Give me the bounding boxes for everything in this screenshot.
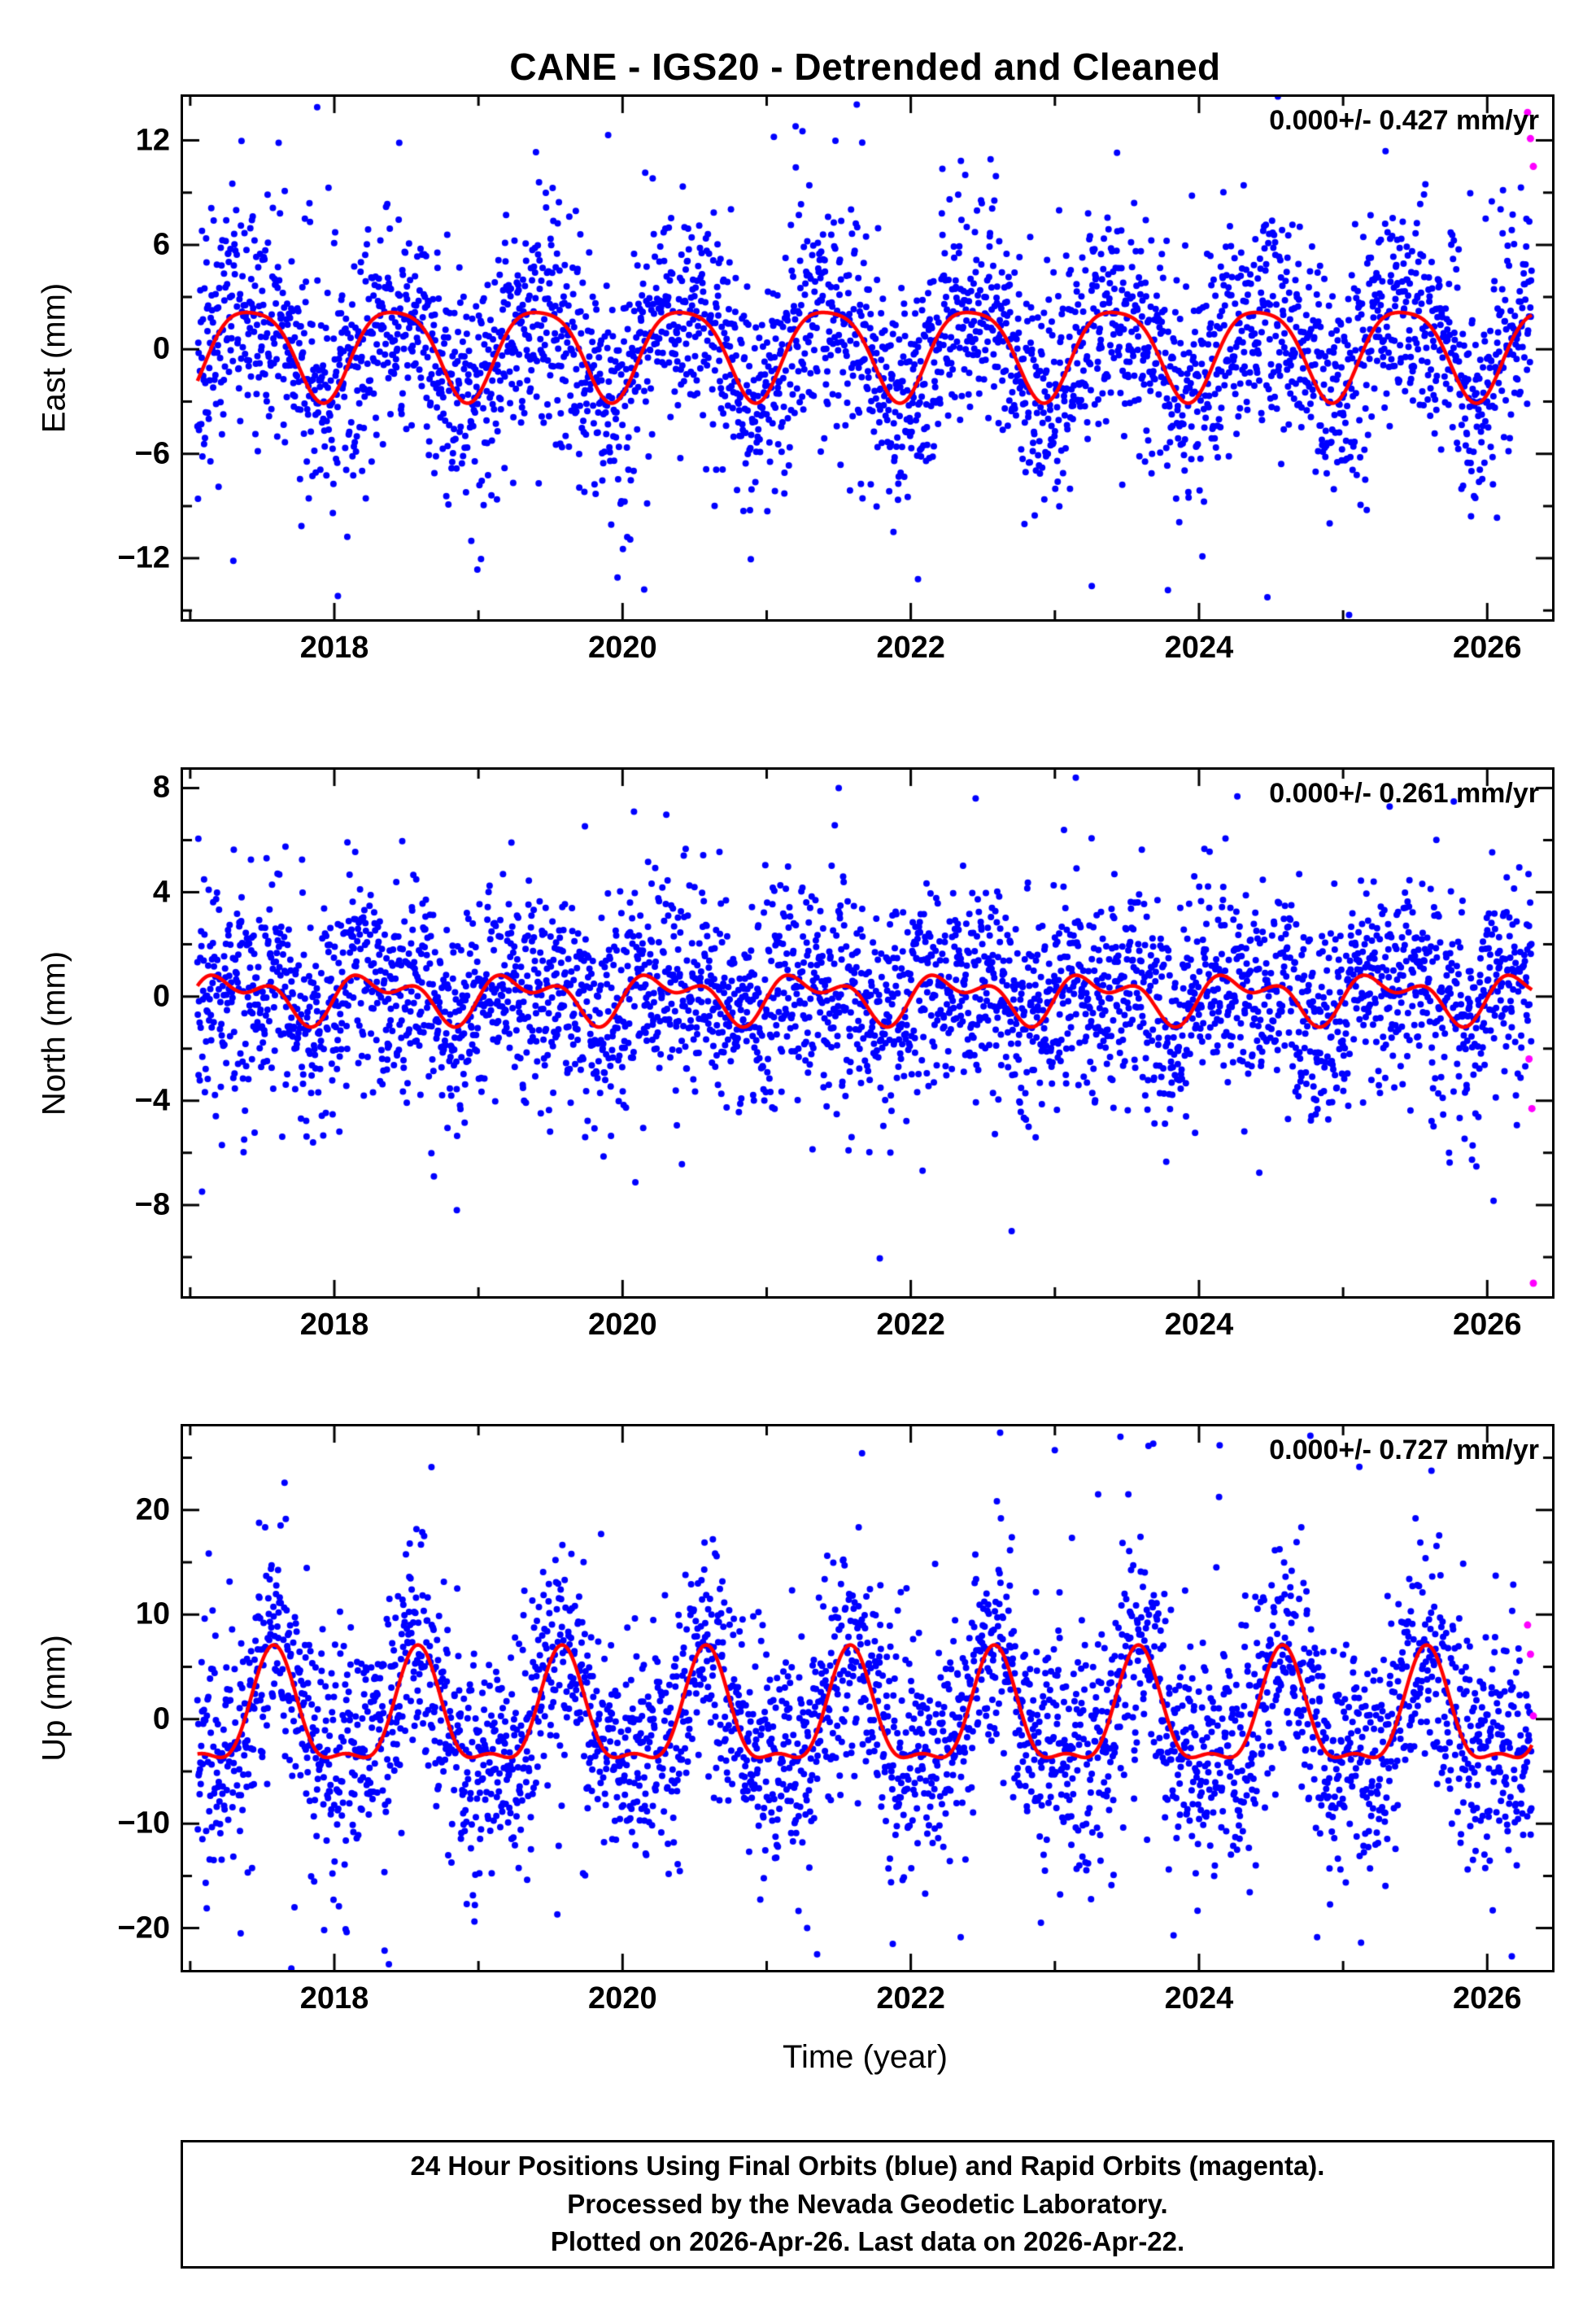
y-tick-label: −6 xyxy=(134,436,170,471)
east-rate-annotation: 0.000+/- 0.427 mm/yr xyxy=(1269,105,1539,136)
x-tick-label: 2026 xyxy=(1452,1981,1522,2016)
x-tick-label: 2026 xyxy=(1452,631,1522,665)
x-axis-label: Time (year) xyxy=(783,2039,948,2075)
y-tick-label: 0 xyxy=(152,331,170,366)
y-tick-label: 4 xyxy=(152,875,170,910)
north-rate-annotation: 0.000+/- 0.261 mm/yr xyxy=(1269,778,1539,809)
x-tick-label: 2018 xyxy=(299,1981,369,2016)
east-plot-canvas xyxy=(183,97,1552,619)
y-tick-label: −20 xyxy=(117,1911,170,1946)
x-tick-label: 2022 xyxy=(876,1308,945,1342)
page-title: CANE - IGS20 - Detrended and Cleaned xyxy=(509,45,1221,88)
footer-box: 24 Hour Positions Using Final Orbits (bl… xyxy=(181,2140,1555,2269)
y-tick-label: 10 xyxy=(135,1596,170,1631)
x-tick-label: 2020 xyxy=(588,631,657,665)
x-tick-label: 2018 xyxy=(299,1308,369,1342)
x-tick-label: 2020 xyxy=(588,1308,657,1342)
y-tick-label: 8 xyxy=(152,770,170,805)
y-tick-label: 20 xyxy=(135,1492,170,1527)
footer-line-1: 24 Hour Positions Using Final Orbits (bl… xyxy=(410,2150,1325,2181)
y-tick-label: −4 xyxy=(134,1083,170,1118)
x-tick-label: 2020 xyxy=(588,1981,657,2016)
x-tick-label: 2022 xyxy=(876,631,945,665)
y-tick-label: 0 xyxy=(152,1701,170,1736)
y-tick-label: −10 xyxy=(117,1806,170,1841)
x-tick-label: 2024 xyxy=(1164,1308,1234,1342)
x-tick-label: 2024 xyxy=(1164,1981,1234,2016)
y-tick-label: 12 xyxy=(135,123,170,157)
east-axis-label: East (mm) xyxy=(36,282,72,434)
x-tick-label: 2022 xyxy=(876,1981,945,2016)
x-tick-label: 2024 xyxy=(1164,631,1234,665)
up-rate-annotation: 0.000+/- 0.727 mm/yr xyxy=(1269,1435,1539,1465)
y-tick-label: −12 xyxy=(117,540,170,575)
up-panel: Up (mm) 0.000+/- 0.727 mm/yr 2018 2020 202… xyxy=(37,1424,1555,2016)
up-axis-label: Up (mm) xyxy=(36,1635,72,1762)
footer-line-2: Processed by the Nevada Geodetic Laborat… xyxy=(567,2188,1168,2219)
north-plot-canvas xyxy=(183,770,1552,1296)
y-tick-label: 6 xyxy=(152,227,170,262)
north-panel: North (mm) 0.000+/- 0.261 mm/yr 2018 2020… xyxy=(37,767,1555,1342)
footer-line-3: Plotted on 2026-Apr-26. Last data on 202… xyxy=(550,2226,1185,2257)
up-plot-canvas xyxy=(183,1426,1552,1970)
y-tick-label: 0 xyxy=(152,979,170,1014)
east-panel: East (mm) 0.000+/- 0.427 mm/yr 2018 2020 2… xyxy=(37,94,1555,665)
x-tick-label: 2026 xyxy=(1452,1308,1522,1342)
north-axis-label: North (mm) xyxy=(36,950,72,1116)
x-tick-label: 2018 xyxy=(299,631,369,665)
y-tick-label: −8 xyxy=(134,1187,170,1222)
